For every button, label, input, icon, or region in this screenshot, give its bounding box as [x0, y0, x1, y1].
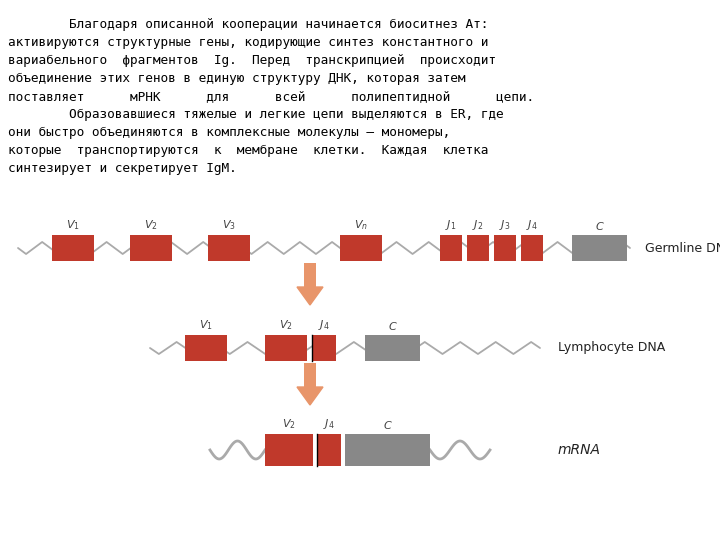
Text: $J_4$: $J_4$: [323, 417, 335, 431]
Text: $C$: $C$: [383, 419, 393, 431]
Text: $J_4$: $J_4$: [526, 218, 538, 232]
Bar: [572, 235, 627, 261]
Bar: [185, 335, 227, 361]
Bar: [312, 335, 336, 361]
Bar: [340, 235, 382, 261]
Bar: [130, 235, 172, 261]
Bar: [440, 235, 462, 261]
Text: которые  транспортируются  к  мембране  клетки.  Каждая  клетка: которые транспортируются к мембране клет…: [8, 144, 488, 157]
Text: Germline DNA: Germline DNA: [645, 241, 720, 254]
Text: $V_1$: $V_1$: [66, 218, 80, 232]
Bar: [304, 263, 316, 287]
Text: вариабельного  фрагментов  Ig.  Перед  транскрипцией  происходит: вариабельного фрагментов Ig. Перед транс…: [8, 54, 496, 67]
Text: Благодаря описанной кооперации начинается биоситнез Ат:: Благодаря описанной кооперации начинаетс…: [8, 18, 488, 31]
Polygon shape: [297, 287, 323, 305]
Text: $C$: $C$: [595, 220, 605, 232]
Polygon shape: [297, 387, 323, 405]
Text: $J_2$: $J_2$: [472, 218, 484, 232]
Bar: [365, 335, 420, 361]
Text: $V_2$: $V_2$: [279, 318, 293, 332]
Text: синтезирует и секретирует IgM.: синтезирует и секретирует IgM.: [8, 162, 237, 175]
Text: Lymphocyte DNA: Lymphocyte DNA: [558, 341, 665, 354]
Bar: [345, 434, 430, 466]
Bar: [208, 235, 250, 261]
Text: Образовавшиеся тяжелые и легкие цепи выделяются в ER, где: Образовавшиеся тяжелые и легкие цепи выд…: [8, 108, 503, 121]
Text: $J_3$: $J_3$: [500, 218, 510, 232]
Text: поставляет      мРНК      для      всей      полипептидной      цепи.: поставляет мРНК для всей полипептидной ц…: [8, 90, 534, 103]
Text: объединение этих генов в единую структуру ДНК, которая затем: объединение этих генов в единую структур…: [8, 72, 466, 85]
Text: $V_2$: $V_2$: [144, 218, 158, 232]
Text: $J_4$: $J_4$: [318, 318, 330, 332]
Text: $V_2$: $V_2$: [282, 417, 296, 431]
Text: $C$: $C$: [388, 320, 398, 332]
Bar: [467, 235, 489, 261]
Text: активируются структурные гены, кодирующие синтез константного и: активируются структурные гены, кодирующи…: [8, 36, 488, 49]
Bar: [265, 434, 313, 466]
Text: $V_3$: $V_3$: [222, 218, 236, 232]
Bar: [494, 235, 516, 261]
Text: mRNA: mRNA: [558, 443, 601, 457]
Bar: [304, 363, 316, 387]
Bar: [265, 335, 307, 361]
Text: $V_n$: $V_n$: [354, 218, 368, 232]
Bar: [521, 235, 543, 261]
Bar: [52, 235, 94, 261]
Text: $V_1$: $V_1$: [199, 318, 213, 332]
Text: $J_1$: $J_1$: [446, 218, 456, 232]
Bar: [317, 434, 341, 466]
Text: они быстро объединяются в комплексные молекулы – мономеры,: они быстро объединяются в комплексные мо…: [8, 126, 450, 139]
